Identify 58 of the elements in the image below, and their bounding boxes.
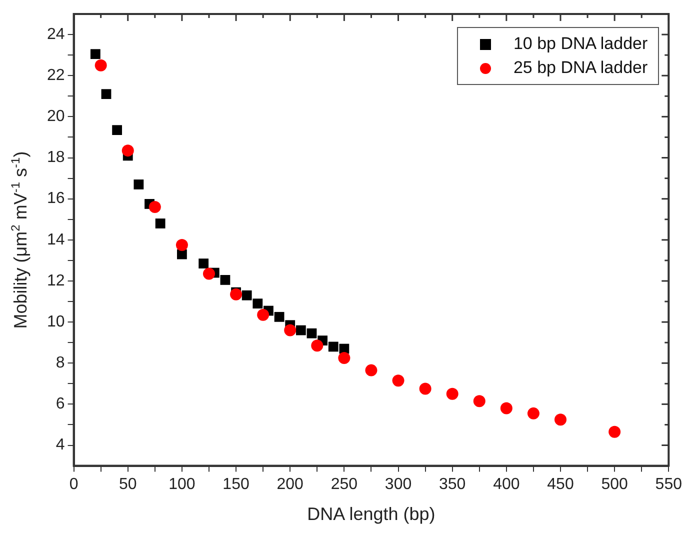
- point: [554, 414, 566, 426]
- x-tick-label: 50: [118, 476, 137, 493]
- point: [328, 342, 338, 352]
- point: [148, 201, 161, 214]
- y-tick-label: 14: [47, 231, 65, 248]
- y-tick-label: 4: [56, 436, 65, 454]
- x-tick-label: 500: [601, 476, 628, 493]
- point: [230, 288, 242, 300]
- point: [473, 395, 486, 408]
- point: [365, 364, 378, 376]
- y-tick-label: 6: [56, 396, 65, 413]
- x-tick-label: 0: [69, 476, 78, 493]
- point: [338, 352, 350, 364]
- x-tick-label: 400: [493, 476, 520, 493]
- point: [284, 324, 296, 336]
- x-tick-label: 250: [330, 476, 358, 493]
- point: [94, 59, 107, 72]
- y-tick-label: 20: [47, 108, 65, 126]
- point: [242, 290, 252, 300]
- y-tick-label: 24: [47, 26, 65, 43]
- legend-label: 25 bp DNA ladder: [513, 58, 648, 78]
- x-tick-label: 550: [655, 476, 682, 493]
- point: [527, 407, 540, 420]
- y-tick-label: 18: [47, 149, 65, 166]
- point: [220, 274, 230, 285]
- point: [198, 258, 209, 268]
- point: [311, 340, 324, 352]
- point: [112, 125, 122, 135]
- point: [608, 426, 621, 438]
- point: [257, 308, 270, 321]
- x-tick-label: 150: [222, 476, 250, 493]
- x-tick-label: 100: [168, 476, 196, 493]
- point: [176, 239, 188, 252]
- y-tick-label: 22: [47, 67, 65, 84]
- legend-label: 10 bp DNA ladder: [513, 34, 648, 54]
- point: [500, 402, 512, 414]
- point: [274, 312, 284, 322]
- x-axis-title: DNA length (bp): [307, 504, 436, 525]
- point: [252, 298, 263, 309]
- point: [392, 374, 404, 387]
- point: [134, 180, 144, 190]
- point: [446, 388, 458, 400]
- point: [306, 328, 317, 338]
- y-tick-label: 10: [47, 313, 65, 330]
- point: [101, 89, 112, 100]
- point: [296, 325, 306, 336]
- x-tick-label: 300: [384, 476, 412, 493]
- x-tick-label: 450: [547, 476, 574, 493]
- x-tick-label: 350: [438, 476, 466, 493]
- point: [155, 218, 166, 228]
- y-tick-label: 12: [47, 272, 65, 290]
- point: [202, 268, 215, 280]
- y-tick-label: 16: [47, 190, 65, 208]
- point: [90, 49, 100, 59]
- x-tick-label: 200: [276, 476, 304, 493]
- point: [122, 144, 134, 157]
- point: [419, 382, 432, 395]
- y-tick-label: 8: [56, 354, 65, 372]
